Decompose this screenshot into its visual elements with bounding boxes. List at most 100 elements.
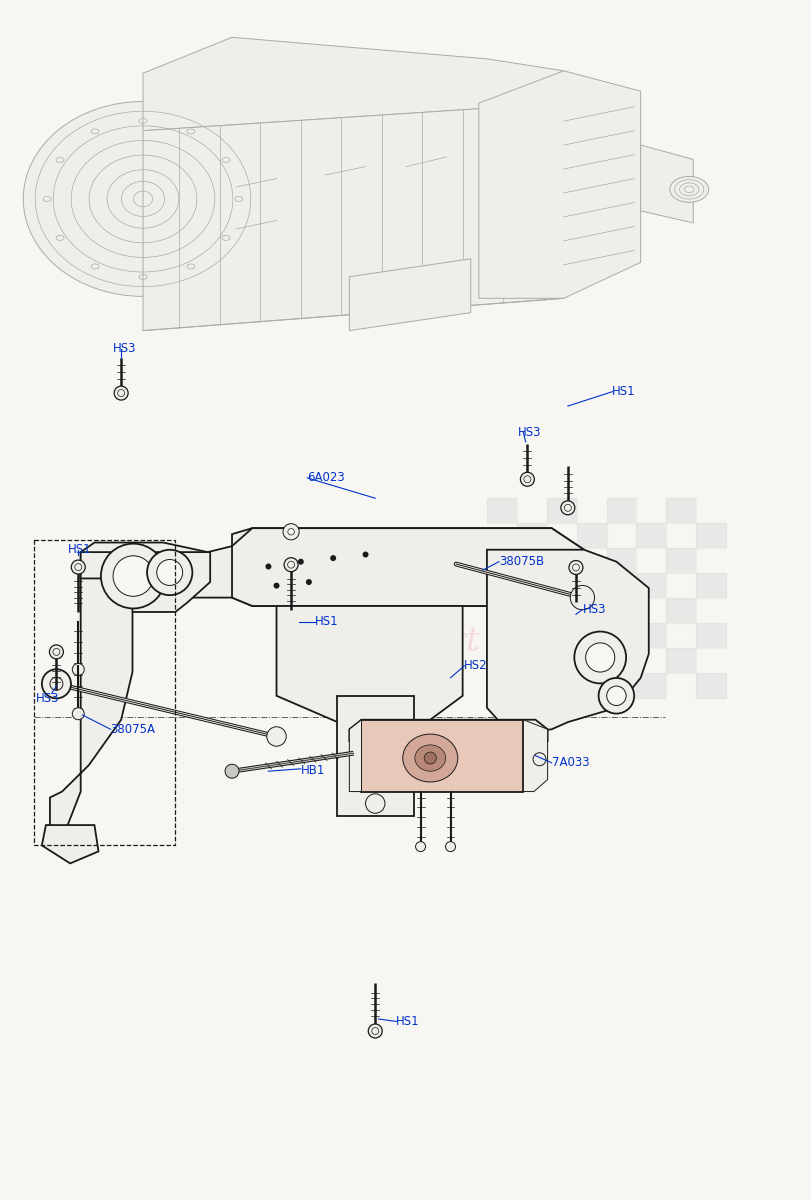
Circle shape — [573, 631, 625, 683]
Polygon shape — [349, 259, 470, 331]
Bar — [636, 673, 666, 697]
Bar — [606, 648, 636, 673]
Bar — [546, 523, 576, 548]
Circle shape — [606, 686, 625, 706]
Bar — [576, 598, 606, 623]
Circle shape — [284, 558, 298, 571]
Bar — [487, 548, 516, 574]
Bar — [516, 548, 546, 574]
Polygon shape — [80, 528, 583, 606]
Circle shape — [287, 528, 294, 535]
Bar — [695, 598, 725, 623]
Bar — [516, 623, 546, 648]
Polygon shape — [349, 720, 361, 792]
Ellipse shape — [669, 176, 708, 203]
Circle shape — [365, 794, 384, 814]
Circle shape — [157, 559, 182, 586]
Bar — [546, 498, 576, 523]
Polygon shape — [50, 578, 132, 840]
Polygon shape — [349, 720, 547, 750]
Polygon shape — [143, 103, 563, 331]
Bar — [695, 648, 725, 673]
Bar — [576, 523, 606, 548]
Bar — [576, 648, 606, 673]
Bar — [516, 498, 546, 523]
Bar — [516, 648, 546, 673]
Bar — [666, 623, 695, 648]
Text: scuderia: scuderia — [266, 554, 545, 610]
Bar — [636, 498, 666, 523]
Bar — [666, 498, 695, 523]
Bar — [606, 598, 636, 623]
Bar — [666, 523, 695, 548]
Bar — [606, 498, 636, 523]
Circle shape — [42, 670, 71, 698]
Circle shape — [560, 500, 574, 515]
Polygon shape — [478, 71, 640, 299]
Bar — [576, 574, 606, 598]
Circle shape — [113, 556, 153, 596]
Bar — [636, 548, 666, 574]
Bar — [695, 523, 725, 548]
Circle shape — [225, 764, 238, 778]
Circle shape — [265, 564, 271, 570]
Bar — [666, 598, 695, 623]
Ellipse shape — [402, 734, 457, 782]
Circle shape — [585, 643, 614, 672]
Circle shape — [415, 841, 425, 852]
Bar — [487, 673, 516, 697]
Circle shape — [114, 386, 128, 400]
Circle shape — [147, 550, 192, 595]
Bar — [546, 648, 576, 673]
Bar — [576, 548, 606, 574]
Circle shape — [101, 544, 165, 608]
Bar — [516, 673, 546, 697]
Circle shape — [273, 583, 279, 589]
Text: 38075B: 38075B — [499, 556, 543, 568]
Bar — [695, 548, 725, 574]
Bar — [636, 598, 666, 623]
Bar — [516, 574, 546, 598]
Bar — [546, 598, 576, 623]
Bar — [636, 574, 666, 598]
Text: HS3: HS3 — [36, 691, 59, 704]
Bar — [666, 673, 695, 697]
Text: HS2: HS2 — [464, 659, 487, 672]
Bar — [606, 548, 636, 574]
Bar — [606, 673, 636, 697]
Bar — [487, 598, 516, 623]
Circle shape — [598, 678, 633, 714]
Bar — [516, 523, 546, 548]
Circle shape — [362, 552, 368, 558]
Ellipse shape — [414, 745, 445, 772]
Polygon shape — [523, 720, 547, 792]
Bar — [666, 648, 695, 673]
Bar — [487, 623, 516, 648]
Polygon shape — [232, 528, 583, 606]
Circle shape — [267, 727, 286, 746]
Polygon shape — [487, 550, 648, 732]
Circle shape — [306, 580, 311, 586]
Text: car  part: car part — [333, 626, 478, 658]
Bar — [546, 623, 576, 648]
Circle shape — [72, 708, 84, 720]
Bar — [695, 574, 725, 598]
Text: HS1: HS1 — [315, 616, 338, 628]
Bar — [576, 498, 606, 523]
Bar — [576, 623, 606, 648]
Text: HS3: HS3 — [581, 604, 605, 616]
Polygon shape — [80, 552, 210, 612]
Bar — [34, 540, 175, 846]
Bar — [636, 648, 666, 673]
Text: 38075A: 38075A — [110, 722, 156, 736]
Circle shape — [330, 556, 336, 562]
Circle shape — [368, 1024, 382, 1038]
Bar — [516, 598, 546, 623]
Polygon shape — [143, 37, 563, 131]
Text: HS1: HS1 — [67, 544, 92, 557]
Ellipse shape — [350, 722, 400, 770]
Text: HS1: HS1 — [396, 1015, 419, 1028]
Circle shape — [569, 560, 582, 575]
Circle shape — [569, 586, 594, 610]
Bar — [695, 498, 725, 523]
